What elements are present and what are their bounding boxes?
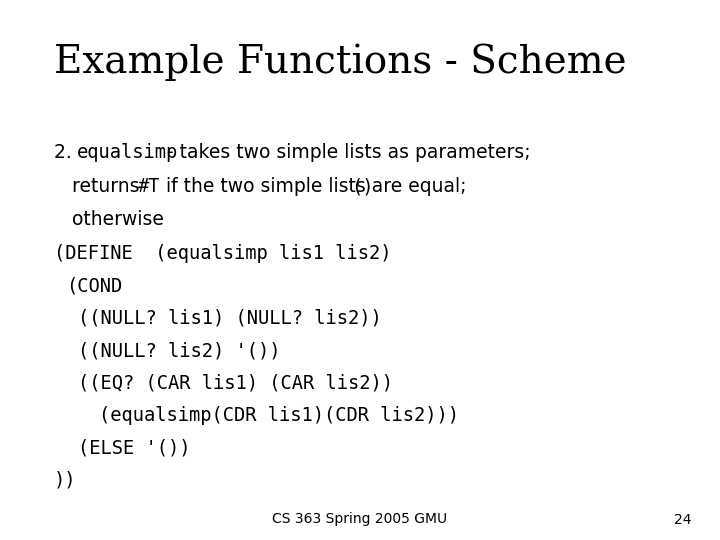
Text: equalsimp: equalsimp: [77, 143, 179, 162]
Text: )): )): [54, 471, 76, 490]
Text: Example Functions - Scheme: Example Functions - Scheme: [54, 43, 626, 80]
Text: 24: 24: [674, 512, 691, 526]
Text: ((NULL? lis2) '()): ((NULL? lis2) '()): [78, 341, 280, 360]
Text: (): (): [351, 177, 373, 196]
Text: if the two simple lists are equal;: if the two simple lists are equal;: [160, 177, 478, 196]
Text: (DEFINE  (equalsimp lis1 lis2): (DEFINE (equalsimp lis1 lis2): [54, 244, 392, 263]
Text: - takes two simple lists as parameters;: - takes two simple lists as parameters;: [161, 143, 531, 162]
Text: (ELSE '()): (ELSE '()): [78, 438, 190, 457]
Text: 2.: 2.: [54, 143, 78, 162]
Text: (COND: (COND: [66, 276, 122, 295]
Text: otherwise: otherwise: [54, 210, 164, 228]
Text: ((NULL? lis1) (NULL? lis2)): ((NULL? lis1) (NULL? lis2)): [78, 309, 382, 328]
Text: returns: returns: [54, 177, 145, 196]
Text: (equalsimp(CDR lis1)(CDR lis2))): (equalsimp(CDR lis1)(CDR lis2))): [99, 406, 459, 425]
Text: ((EQ? (CAR lis1) (CAR lis2)): ((EQ? (CAR lis1) (CAR lis2)): [78, 374, 393, 393]
Text: #T: #T: [138, 177, 161, 196]
Text: CS 363 Spring 2005 GMU: CS 363 Spring 2005 GMU: [272, 512, 448, 526]
